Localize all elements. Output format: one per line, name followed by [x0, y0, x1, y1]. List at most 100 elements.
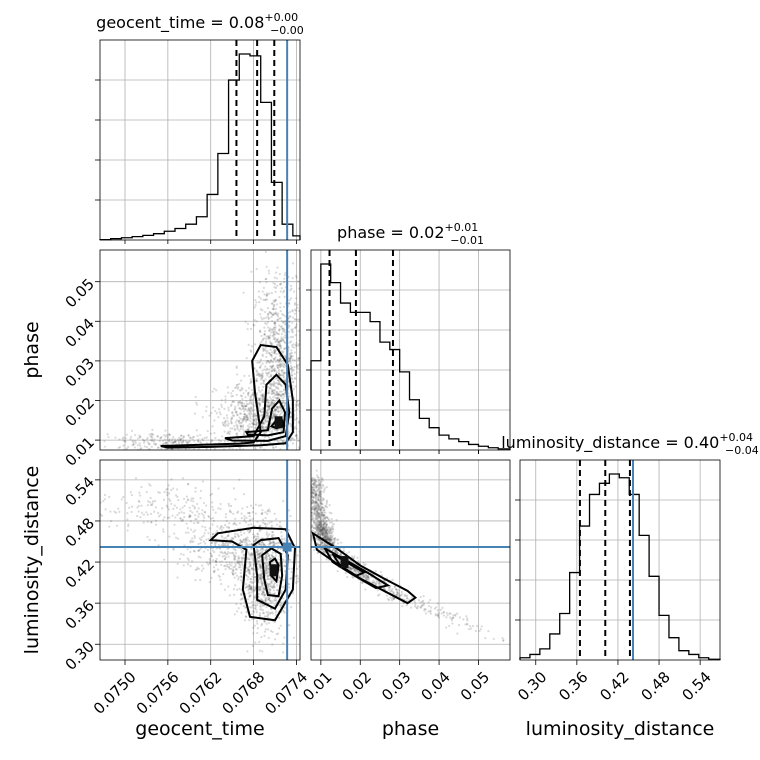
- sample-point: [308, 509, 310, 511]
- sample-point: [260, 624, 263, 627]
- sample-point: [313, 512, 316, 515]
- sample-point: [270, 401, 273, 404]
- sample-point: [266, 613, 270, 616]
- sample-point: [297, 404, 300, 407]
- sample-point: [233, 441, 236, 444]
- sample-point: [227, 409, 230, 412]
- sample-point: [246, 567, 250, 570]
- sample-point: [316, 538, 319, 542]
- sample-point: [339, 552, 342, 555]
- sample-point: [283, 363, 286, 367]
- sample-point: [248, 570, 251, 573]
- sample-point: [272, 382, 275, 385]
- sample-point: [242, 402, 246, 405]
- sample-point: [281, 330, 285, 333]
- sample-point: [263, 586, 266, 589]
- sample-point: [250, 421, 254, 425]
- sample-point: [263, 333, 266, 337]
- sample-point: [278, 616, 281, 619]
- sample-point: [393, 585, 397, 588]
- sample-point: [339, 554, 343, 557]
- sample-point: [172, 441, 175, 444]
- sample-point: [250, 553, 254, 556]
- sample-point: [224, 513, 228, 516]
- sample-point: [325, 532, 329, 535]
- sample-point: [271, 612, 274, 615]
- sample-point: [200, 569, 204, 572]
- sample-point: [396, 593, 399, 596]
- sample-point: [321, 549, 324, 552]
- sample-point: [261, 511, 264, 515]
- sample-point: [235, 567, 238, 571]
- sample-point: [316, 484, 319, 487]
- sample-point: [263, 337, 266, 340]
- sample-point: [265, 564, 268, 568]
- sample-point: [149, 435, 152, 438]
- sample-point: [351, 567, 355, 570]
- sample-point: [140, 485, 143, 489]
- sample-point: [306, 490, 308, 492]
- sample-point: [268, 441, 271, 444]
- sample-point: [318, 523, 321, 526]
- sample-point: [142, 441, 146, 444]
- sample-point: [200, 536, 203, 539]
- sample-point: [264, 628, 267, 631]
- sample-point: [295, 325, 298, 328]
- sample-point: [297, 358, 300, 361]
- sample-point: [410, 606, 413, 609]
- sample-point: [276, 318, 279, 322]
- sample-point: [362, 575, 365, 578]
- sample-point: [271, 302, 274, 305]
- sample-point: [268, 352, 271, 355]
- sample-point: [322, 529, 325, 532]
- sample-point: [266, 312, 269, 316]
- sample-point: [314, 515, 318, 519]
- sample-point: [311, 478, 315, 481]
- sample-point: [318, 516, 321, 519]
- sample-point: [258, 555, 262, 558]
- sample-point: [295, 433, 298, 436]
- sample-point: [314, 486, 318, 489]
- sample-point: [328, 540, 332, 543]
- sample-point: [243, 405, 246, 408]
- sample-point: [317, 513, 320, 516]
- sample-point: [282, 327, 285, 330]
- sample-point: [268, 558, 271, 561]
- sample-point: [269, 557, 272, 560]
- sample-point: [249, 563, 252, 566]
- sample-point: [213, 419, 216, 422]
- sample-point: [277, 627, 281, 630]
- sample-point: [313, 506, 316, 509]
- sample-point: [395, 588, 398, 591]
- sample-point: [316, 515, 319, 518]
- sample-point: [267, 568, 270, 571]
- sample-point: [271, 328, 274, 331]
- sample-point: [315, 512, 318, 515]
- sample-point: [249, 395, 252, 398]
- sample-point: [279, 306, 282, 309]
- sample-point: [252, 421, 255, 424]
- sample-point: [445, 626, 448, 629]
- sample-point: [189, 509, 192, 513]
- sample-point: [227, 430, 230, 433]
- sample-point: [271, 531, 274, 534]
- sample-point: [240, 560, 244, 563]
- sample-point: [258, 409, 262, 413]
- sample-point: [294, 326, 297, 330]
- sample-point: [272, 308, 275, 311]
- sample-point: [219, 507, 222, 511]
- sample-point: [282, 314, 285, 317]
- sample-point: [261, 592, 264, 595]
- sample-point: [260, 603, 263, 606]
- sample-point: [258, 564, 261, 567]
- sample-point: [314, 506, 317, 510]
- sample-point: [188, 506, 191, 509]
- sample-point: [274, 517, 278, 521]
- sample-point: [185, 495, 189, 498]
- panel-frame: [99, 249, 301, 451]
- sample-point: [323, 522, 326, 525]
- sample-point: [362, 561, 365, 565]
- sample-point: [281, 338, 285, 342]
- sample-point: [318, 540, 321, 543]
- sample-point: [242, 291, 245, 294]
